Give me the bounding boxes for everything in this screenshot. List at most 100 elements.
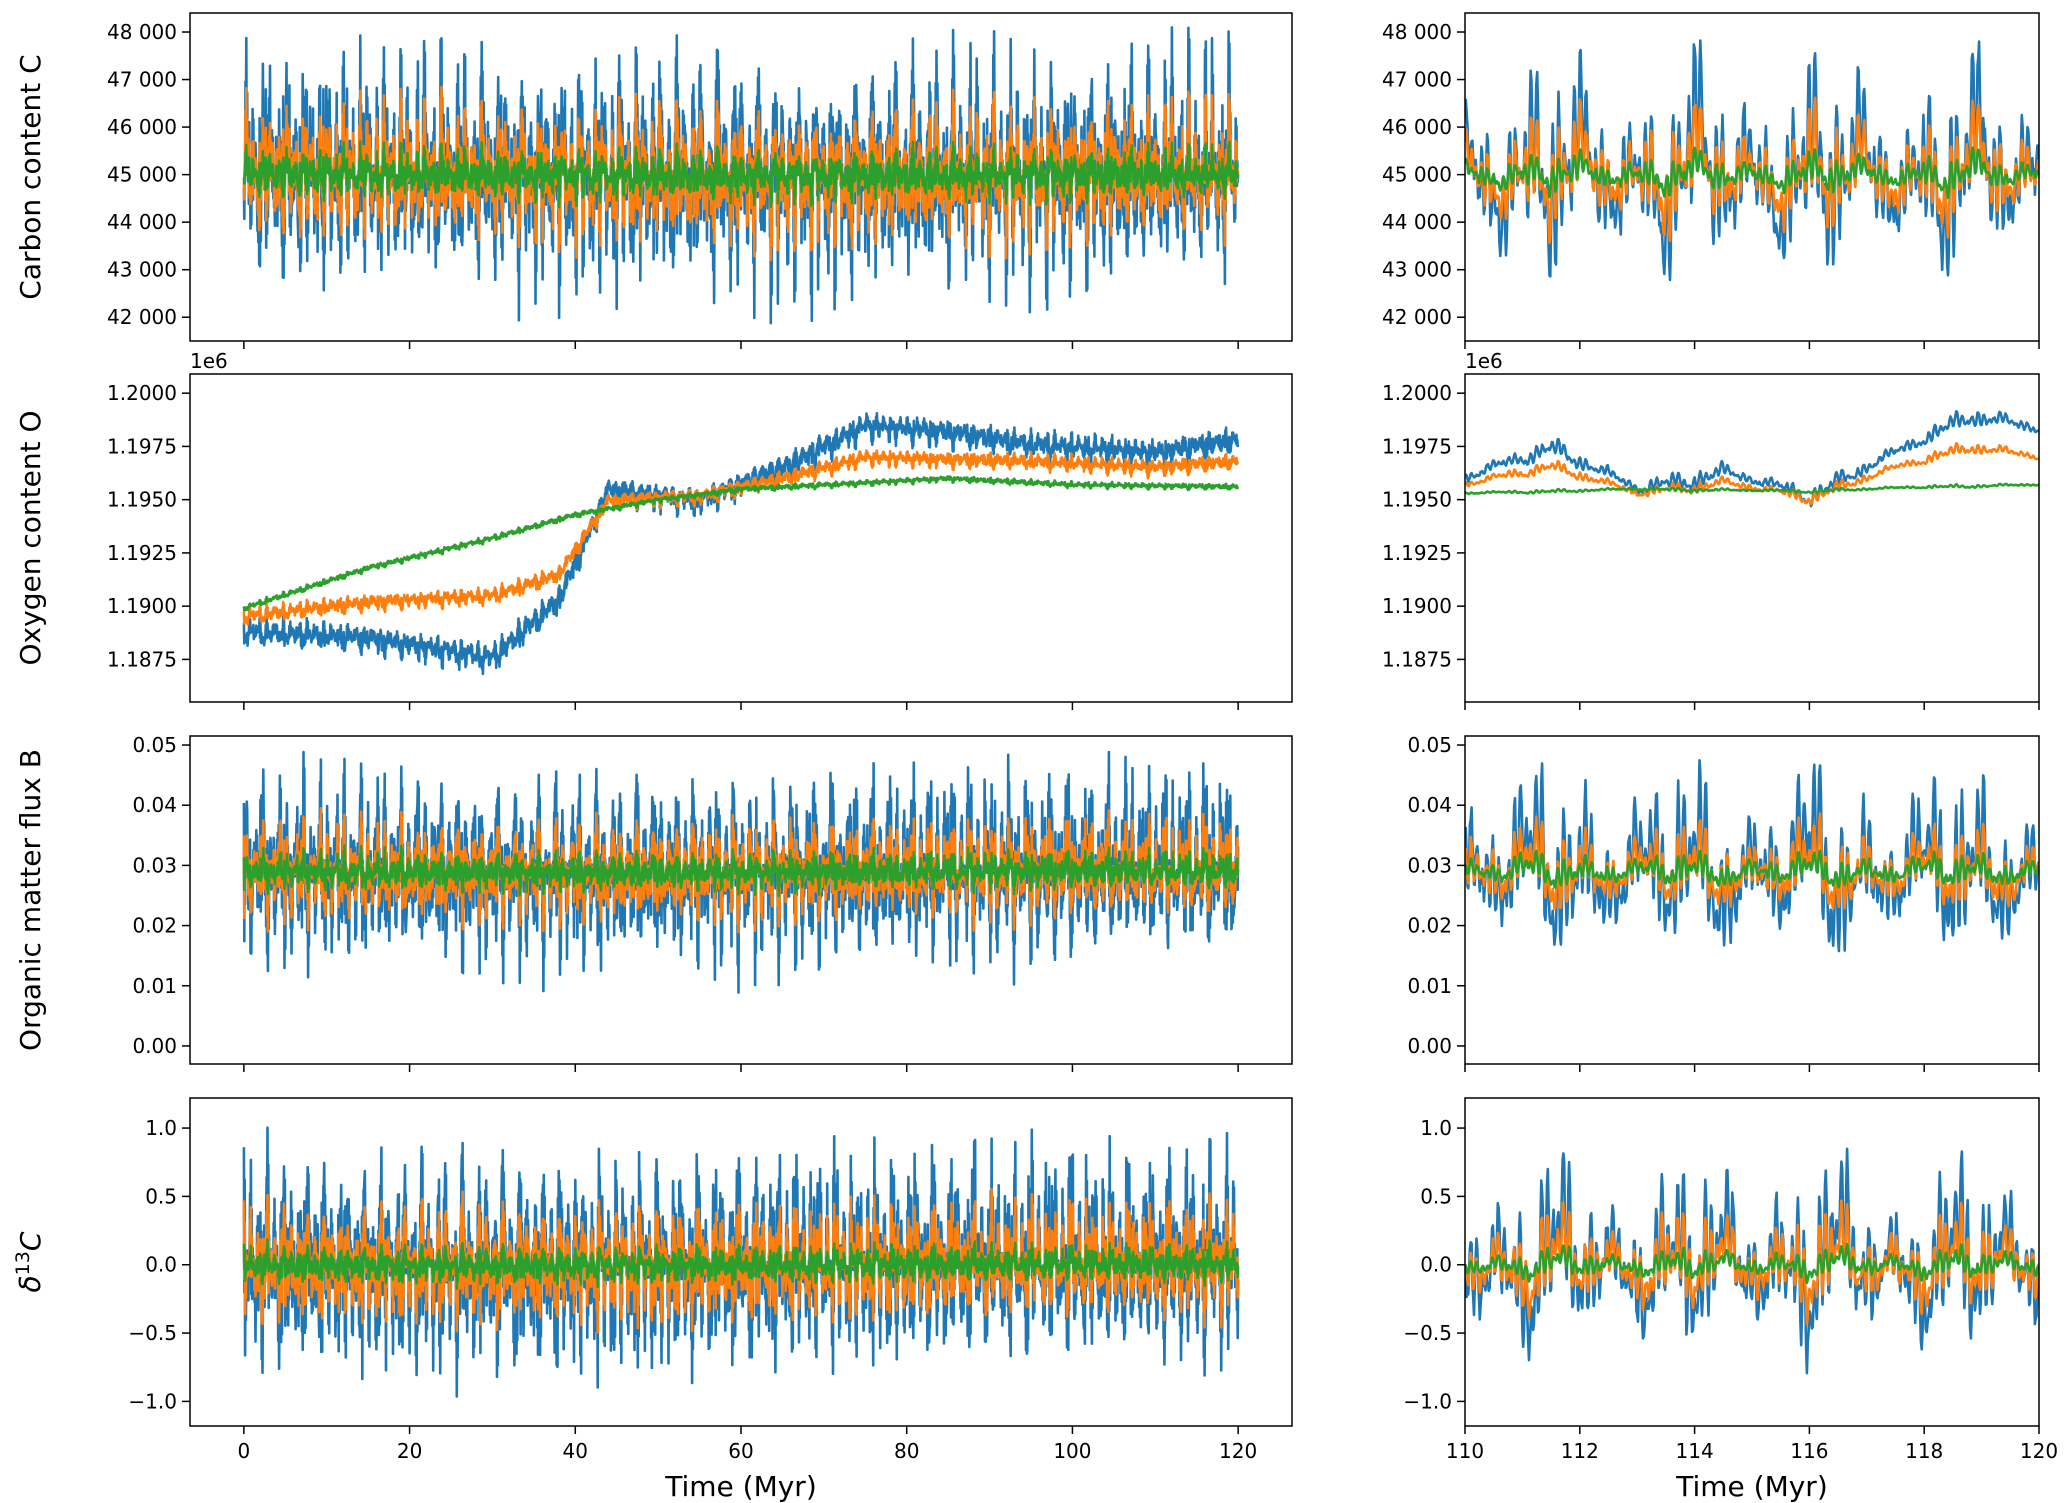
- panel-carbon-zoom: 42 000 43 000 44 000 45 000 46 000 47 000 48 0…: [1382, 12, 2040, 349]
- y-tick-label: 0.05: [1407, 733, 1452, 757]
- axes-frame: [189, 373, 1293, 703]
- y-tick-label: 0.04: [1407, 793, 1452, 817]
- y-tick-label: −0.5: [1403, 1321, 1452, 1345]
- series-group: [1465, 1147, 2039, 1375]
- y-tick-label: 1.2000: [107, 381, 177, 405]
- y-tick-label: −1.0: [1403, 1389, 1452, 1413]
- y-tick-label: 1.1975: [1382, 434, 1452, 458]
- y-tick-label: 45 000: [107, 163, 177, 187]
- y-tick-label: 0.01: [132, 974, 177, 998]
- y-tick-label: 1.1950: [107, 488, 177, 512]
- x-tick-label: 114: [1676, 1439, 1714, 1463]
- x-tick-label: 116: [1790, 1439, 1828, 1463]
- x-axis-label: Time (Myr): [664, 1470, 817, 1503]
- y-tick-label: 44 000: [107, 210, 177, 234]
- axes-frame: [1464, 1097, 2040, 1427]
- series-line-3: [242, 475, 1239, 612]
- series-line-3: [1465, 849, 2039, 889]
- y-tick-label: 0.00: [132, 1034, 177, 1058]
- y-tick-label: 1.1900: [1382, 594, 1452, 618]
- series-line-2: [1465, 442, 2039, 506]
- x-tick-label: 120: [1219, 1439, 1257, 1463]
- x-tick-label: 20: [397, 1439, 422, 1463]
- y-tick-label: 0.02: [1407, 914, 1452, 938]
- panel-oxygen-zoom: 1.1875 1.1900 1.1925 1.1950 1.1975 1.2000 1e6: [1382, 349, 2040, 710]
- y-tick-label: 1.1925: [107, 541, 177, 565]
- series-group: [242, 1126, 1240, 1398]
- series-line-3: [1465, 146, 2039, 200]
- y-tick-label: −0.5: [128, 1321, 177, 1345]
- series-line-3: [1465, 482, 2039, 496]
- x-tick-label: 110: [1446, 1439, 1484, 1463]
- y-axis-label: δ13C: [12, 1231, 47, 1292]
- panel-oxygen-full: 1.1875 1.1900 1.1925 1.1950 1.1975 1.2000 1e6 O…: [14, 349, 1293, 710]
- series-group: [1465, 759, 2039, 953]
- series-line-3: [242, 844, 1240, 897]
- series-line-3: [1465, 1242, 2039, 1285]
- x-tick-label: 60: [728, 1439, 753, 1463]
- x-tick-label: 120: [2020, 1439, 2058, 1463]
- y-tick-label: 46 000: [1382, 115, 1452, 139]
- panel-d13c-full: −1.0 −0.5 0.0 0.5 1.0 0 20 40 60 80 100 120 Time (My…: [12, 1097, 1293, 1503]
- x-tick-label: 0: [237, 1439, 250, 1463]
- y-tick-label: 1.0: [145, 1116, 177, 1140]
- x-axis-label: Time (Myr): [1675, 1470, 1828, 1503]
- y-tick-label: 44 000: [1382, 210, 1452, 234]
- y-tick-label: 1.2000: [1382, 381, 1452, 405]
- offset-label: 1e6: [190, 349, 228, 373]
- y-tick-label: 43 000: [1382, 258, 1452, 282]
- y-tick-label: 0.04: [132, 793, 177, 817]
- offset-label: 1e6: [1465, 349, 1503, 373]
- series-line-1: [1465, 410, 2039, 508]
- y-tick-label: −1.0: [128, 1389, 177, 1413]
- y-tick-label: 0.5: [145, 1184, 177, 1208]
- y-axis-label: Oxygen content O: [14, 411, 47, 666]
- series-line-3: [242, 1238, 1240, 1290]
- y-tick-label: 1.1875: [1382, 647, 1452, 671]
- series-line-2: [1465, 96, 2039, 244]
- y-tick-label: 48 000: [1382, 20, 1452, 44]
- y-axis-label: Organic matter flux B: [14, 749, 47, 1051]
- y-tick-label: 1.1925: [1382, 541, 1452, 565]
- panel-organic-zoom: 0.00 0.01 0.02 0.03 0.04 0.05: [1407, 733, 2040, 1072]
- y-tick-label: 43 000: [107, 258, 177, 282]
- axes-frame: [1464, 12, 2040, 342]
- panel-carbon-full: 42 000 43 000 44 000 45 000 46 000 47 000 48 0…: [14, 12, 1293, 349]
- series-line-1: [1465, 759, 2039, 953]
- series-line-2: [1465, 1199, 2039, 1326]
- panel-d13c-zoom: −1.0 −0.5 0.0 0.5 1.0 110 112 114 116 118 120 Time …: [1403, 1097, 2058, 1503]
- y-tick-label: 42 000: [1382, 305, 1452, 329]
- y-tick-label: 0.0: [145, 1253, 177, 1277]
- x-tick-label: 112: [1561, 1439, 1599, 1463]
- series-line-3: [242, 140, 1240, 209]
- y-tick-label: 1.1950: [1382, 488, 1452, 512]
- y-tick-label: 1.1900: [107, 594, 177, 618]
- y-tick-label: 0.05: [132, 733, 177, 757]
- y-tick-label: 0.5: [1420, 1184, 1452, 1208]
- axes-frame: [1464, 735, 2040, 1065]
- series-line-2: [242, 449, 1239, 626]
- y-tick-label: 42 000: [107, 305, 177, 329]
- x-tick-label: 80: [894, 1439, 919, 1463]
- series-group: [1465, 39, 2039, 282]
- y-tick-label: 0.03: [1407, 853, 1452, 877]
- series-group: [242, 411, 1240, 676]
- y-tick-label: 47 000: [107, 68, 177, 92]
- y-tick-label: 45 000: [1382, 163, 1452, 187]
- y-tick-label: 1.1875: [107, 647, 177, 671]
- series-group: [242, 750, 1240, 994]
- y-tick-label: 0.00: [1407, 1034, 1452, 1058]
- y-tick-label: 0.01: [1407, 974, 1452, 998]
- axes-frame: [1464, 373, 2040, 703]
- x-tick-label: 40: [563, 1439, 588, 1463]
- panel-organic-full: 0.00 0.01 0.02 0.03 0.04 0.05 Organic matter f…: [14, 733, 1293, 1072]
- x-tick-label: 100: [1053, 1439, 1091, 1463]
- series-group: [1465, 410, 2039, 508]
- y-tick-label: 47 000: [1382, 68, 1452, 92]
- y-tick-label: 0.0: [1420, 1253, 1452, 1277]
- y-tick-label: 1.0: [1420, 1116, 1452, 1140]
- series-group: [242, 26, 1240, 325]
- series-line-2: [1465, 812, 2039, 911]
- y-tick-label: 0.02: [132, 914, 177, 938]
